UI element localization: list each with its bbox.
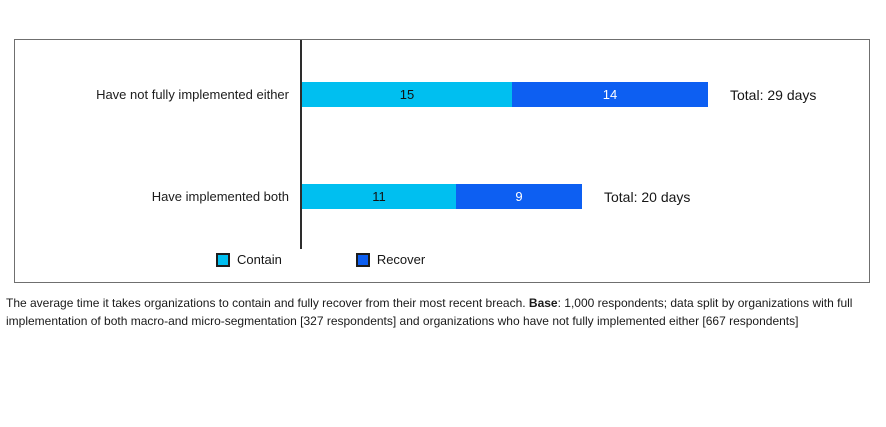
total-label: Total: 20 days [604,188,691,205]
chart-container: Have not fully implemented either 15 14 … [14,39,870,283]
legend: Contain Recover [216,252,425,267]
bar-segment-recover: 9 [456,184,582,209]
bar-group: 15 14 Total: 29 days [302,82,816,107]
caption-text: : 1,000 respondents; data split by organ… [6,296,853,328]
bar-row-not-implemented: Have not fully implemented either 15 14 … [15,82,869,107]
legend-item-recover: Recover [355,252,426,267]
bar-segment-recover: 14 [512,82,708,107]
legend-label: Recover [376,252,426,267]
bar-group: 11 9 Total: 20 days [302,184,690,209]
bar-value: 11 [372,189,386,204]
bar-row-implemented-both: Have implemented both 11 9 Total: 20 day… [15,184,869,209]
caption: The average time it takes organizations … [6,295,856,330]
bar-segment-contain: 15 [302,82,512,107]
bar-segment-contain: 11 [302,184,456,209]
total-label: Total: 29 days [730,86,817,103]
legend-swatch-recover [355,252,370,267]
legend-swatch-contain [216,252,230,267]
baseline-axis [300,40,302,249]
category-label: Have not fully implemented either [96,87,289,102]
bar-value: 15 [399,87,415,102]
legend-label: Contain [237,252,282,267]
legend-item-contain: Contain [216,252,282,267]
bar-value: 14 [602,87,618,102]
bar-value: 9 [515,189,523,204]
caption-text: The average time it takes organizations … [6,296,529,310]
category-label: Have implemented both [151,189,289,204]
caption-bold-base: Base [528,296,558,310]
